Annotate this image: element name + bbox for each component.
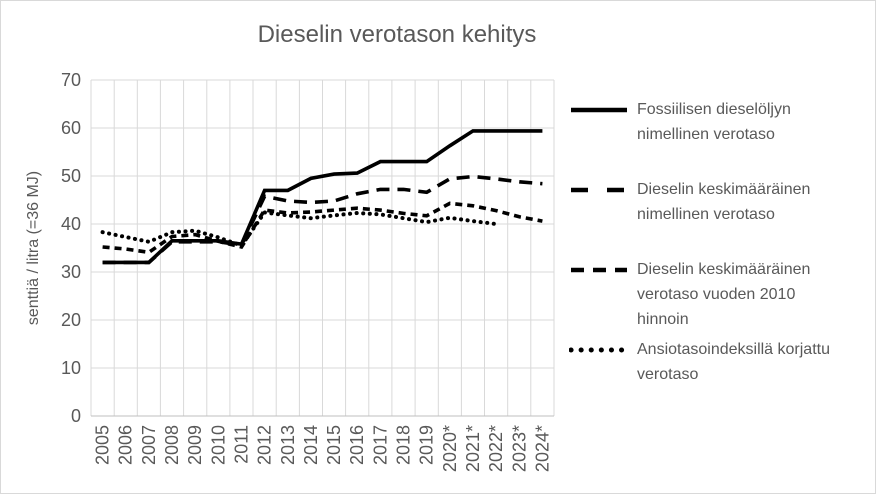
x-tick-label: 2011 [232,425,252,464]
x-tick-label: 2014 [301,425,321,465]
x-tick-label: 2018 [394,425,414,465]
legend-swatch-solid-line-icon [571,107,627,113]
x-tick-label: 2010 [208,425,228,465]
legend-swatch-short-dash-line-icon [571,267,627,273]
x-tick-label: 2012 [255,425,275,465]
x-tick-label: 2019 [417,425,437,465]
legend-label: Ansiotasoindeksillä korjattu verotaso [637,341,830,383]
series-line-avg-2010-prices [102,201,543,255]
legend-item-wage-index-corrected: Ansiotasoindeksillä korjattu verotaso [569,337,830,387]
x-tick-label: 2022* [486,425,506,472]
y-tick-label: 60 [61,118,81,138]
series-line-fossil-nominal [102,129,543,265]
legend-item-avg-2010-prices: Dieselin keskimääräinen verotaso vuoden 2… [569,257,810,332]
chart-title: Dieselin verotason kehitys [257,21,537,48]
x-tick-label: 2015 [324,425,344,465]
y-tick-label: 30 [61,262,81,282]
x-tick-label: 2016 [347,425,367,465]
x-tick-label: 2021* [463,425,483,472]
x-tick-label: 2007 [139,425,159,465]
chart-legend: Fossiilisen dieselöljyn nimellinen verota… [569,1,875,493]
legend-label: Fossiilisen dieselöljyn nimellinen verota… [637,101,791,143]
legend-label: Dieselin keskimääräinen nimellinen verota… [637,181,811,223]
legend-item-avg-nominal: Dieselin keskimääräinen nimellinen verota… [569,177,810,227]
x-tick-label: 2008 [162,425,182,465]
series-line-wage-index-corrected [100,210,499,248]
x-tick-label: 2009 [185,425,205,465]
x-tick-label: 2013 [278,425,298,465]
legend-label: Dieselin keskimääräinen verotaso vuoden 2… [637,261,811,328]
x-tick-label: 2024* [532,425,552,472]
legend-swatch-dotted-line-icon [569,347,629,353]
legend-swatch-long-dash-line-icon [571,187,627,193]
y-tick-label: 10 [61,358,81,378]
y-tick-label: 20 [61,310,81,330]
x-tick-label: 2020* [440,425,460,472]
y-tick-label: 70 [61,70,81,90]
gridlines [90,79,555,417]
x-tick-label: 2023* [509,425,529,472]
legend-item-fossil-nominal: Fossiilisen dieselöljyn nimellinen verota… [569,97,791,147]
y-tick-label: 0 [71,406,81,426]
y-tick-label: 40 [61,214,81,234]
series-line-avg-nominal [102,174,543,265]
y-tick-label: 50 [61,166,81,186]
x-tick-label: 2017 [370,425,390,465]
x-tick-label: 2005 [93,425,113,465]
x-tick-label: 2006 [116,425,136,465]
